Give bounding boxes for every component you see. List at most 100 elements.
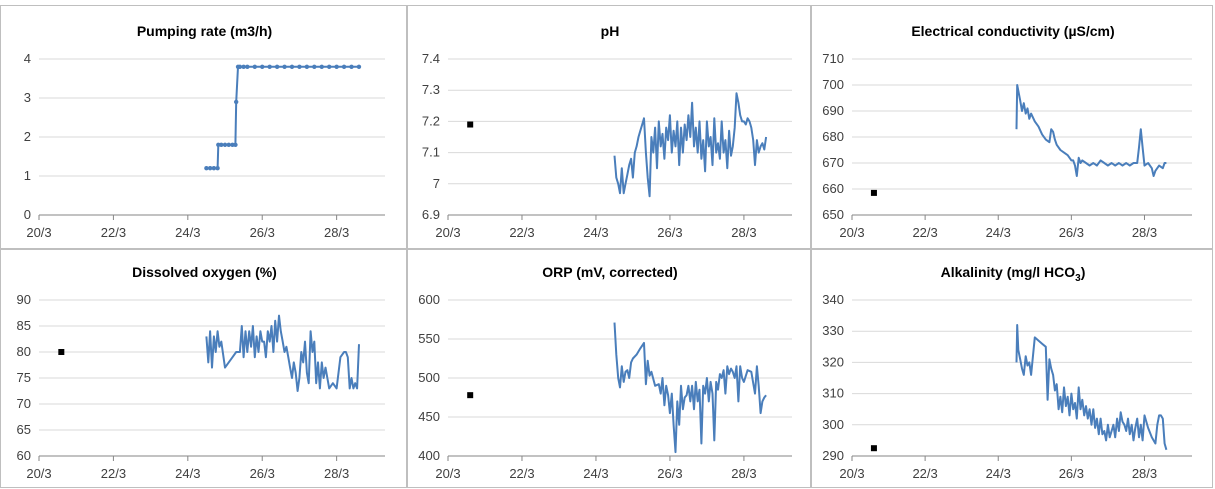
data-point — [356, 64, 362, 69]
reference-point — [870, 189, 877, 196]
data-point — [222, 142, 228, 147]
y-tick-label: 7.2 — [422, 113, 440, 128]
y-tick-label: 0 — [24, 207, 31, 222]
x-tick-label: 20/3 — [26, 466, 51, 481]
data-point — [219, 142, 224, 147]
chart-title: ORP (mV, corrected) — [542, 264, 677, 280]
x-tick-label: 22/3 — [912, 225, 937, 240]
series-line — [1015, 84, 1167, 177]
y-tick-label: 450 — [418, 409, 440, 424]
data-point — [237, 64, 243, 69]
chart-svg: Dissolved oxygen (%) 60 65 70 75 80 85 90 20/3 22… — [17, 264, 385, 481]
chart-panel-pumping-rate: Pumping rate (m3/h) 0 1 2 3 4 20/3 22/3 24/3 26/3… — [0, 5, 407, 249]
x-tick-label: 22/3 — [101, 466, 126, 481]
chart-title: Dissolved oxygen (%) — [132, 264, 277, 280]
data-point — [334, 64, 339, 69]
data-point — [245, 64, 250, 69]
chart-title: pH — [601, 23, 620, 39]
chart-panel-dissolved-oxygen: Dissolved oxygen (%) 60 65 70 75 80 85 90 20/3 22… — [0, 249, 407, 488]
y-tick-label: 320 — [822, 354, 844, 369]
y-tick-label: 670 — [822, 155, 844, 170]
x-tick-label: 20/3 — [839, 466, 864, 481]
data-point — [267, 64, 272, 69]
reference-point — [467, 121, 474, 128]
x-tick-label: 26/3 — [657, 466, 682, 481]
chart-panel-orp: ORP (mV, corrected) 400 450 500 550 600 20/3 22… — [407, 249, 811, 488]
y-tick-label: 400 — [418, 448, 440, 463]
x-tick-label: 22/3 — [912, 466, 937, 481]
x-tick-label: 20/3 — [435, 466, 460, 481]
chart-svg: pH 6.9 7 7.1 7.2 7.3 7.4 20/3 22/3 24/3 26/3 28/3 — [422, 23, 792, 240]
chart-title: Electrical conductivity (µS/cm) — [911, 23, 1114, 39]
data-point — [252, 64, 257, 69]
series-line — [613, 322, 767, 454]
y-tick-label: 500 — [418, 370, 440, 385]
x-tick-label: 20/3 — [435, 225, 460, 240]
data-point — [260, 64, 265, 69]
x-tick-label: 24/3 — [175, 225, 200, 240]
title-close-paren: ) — [1081, 264, 1086, 280]
x-tick-label: 20/3 — [839, 225, 864, 240]
y-tick-label: 340 — [822, 292, 844, 307]
reference-point — [870, 445, 877, 452]
y-tick-label: 4 — [24, 51, 31, 66]
y-tick-label: 6.9 — [422, 207, 440, 222]
y-tick-label: 7.3 — [422, 82, 440, 97]
chart-svg: ORP (mV, corrected) 400 450 500 550 600 20/3 22… — [418, 264, 792, 481]
series-line — [205, 314, 360, 392]
x-tick-label: 26/3 — [250, 466, 275, 481]
data-point — [297, 64, 302, 69]
x-tick-label: 22/3 — [509, 225, 534, 240]
chart-panel-ph: pH 6.9 7 7.1 7.2 7.3 7.4 20/3 22/3 24/3 26/3 28/3 — [407, 5, 811, 249]
x-tick-label: 20/3 — [26, 225, 51, 240]
y-tick-label: 80 — [17, 344, 31, 359]
data-point — [304, 64, 310, 69]
x-tick-label: 28/3 — [1132, 466, 1157, 481]
chart-svg: Pumping rate (m3/h) 0 1 2 3 4 20/3 22/3 24/3 26/3… — [24, 23, 385, 240]
chart-svg: Electrical conductivity (µS/cm) 650 660 670… — [822, 23, 1192, 240]
x-tick-label: 24/3 — [583, 466, 608, 481]
data-point — [226, 142, 231, 147]
data-point — [207, 166, 213, 171]
y-tick-label: 7.1 — [422, 145, 440, 160]
y-tick-label: 680 — [822, 129, 844, 144]
x-tick-label: 24/3 — [175, 466, 200, 481]
series-line — [613, 92, 768, 198]
data-point — [241, 64, 246, 69]
y-tick-label: 660 — [822, 181, 844, 196]
data-point — [211, 166, 217, 171]
y-tick-label: 60 — [17, 448, 31, 463]
y-tick-label: 300 — [822, 417, 844, 432]
y-tick-label: 3 — [24, 90, 31, 105]
y-tick-label: 650 — [822, 207, 844, 222]
data-point — [204, 166, 209, 171]
data-point — [282, 64, 287, 69]
y-tick-label: 1 — [24, 168, 31, 183]
y-tick-label: 550 — [418, 331, 440, 346]
x-tick-label: 22/3 — [509, 466, 534, 481]
chart-title: Pumping rate (m3/h) — [137, 23, 272, 39]
x-tick-label: 26/3 — [1059, 225, 1084, 240]
x-tick-label: 28/3 — [731, 466, 756, 481]
y-tick-label: 290 — [822, 448, 844, 463]
reference-point — [58, 349, 65, 355]
x-tick-label: 26/3 — [250, 225, 275, 240]
x-tick-label: 24/3 — [986, 225, 1011, 240]
x-tick-label: 24/3 — [986, 466, 1011, 481]
y-tick-label: 710 — [822, 51, 844, 66]
y-tick-label: 7 — [433, 176, 440, 191]
y-tick-label: 75 — [17, 370, 31, 385]
data-point — [215, 166, 220, 171]
chart-title: Alkalinity (mg/l HCO3) — [941, 264, 1086, 284]
title-subscript: 3 — [1075, 273, 1081, 284]
y-tick-label: 700 — [822, 77, 844, 92]
chart-panel-conductivity: Electrical conductivity (µS/cm) 650 660 670… — [811, 5, 1213, 249]
data-point — [312, 64, 317, 69]
y-tick-label: 70 — [17, 396, 31, 411]
x-tick-label: 28/3 — [324, 225, 349, 240]
y-tick-label: 310 — [822, 386, 844, 401]
series-line — [1015, 324, 1168, 451]
y-tick-label: 65 — [17, 422, 31, 437]
x-tick-label: 28/3 — [731, 225, 756, 240]
